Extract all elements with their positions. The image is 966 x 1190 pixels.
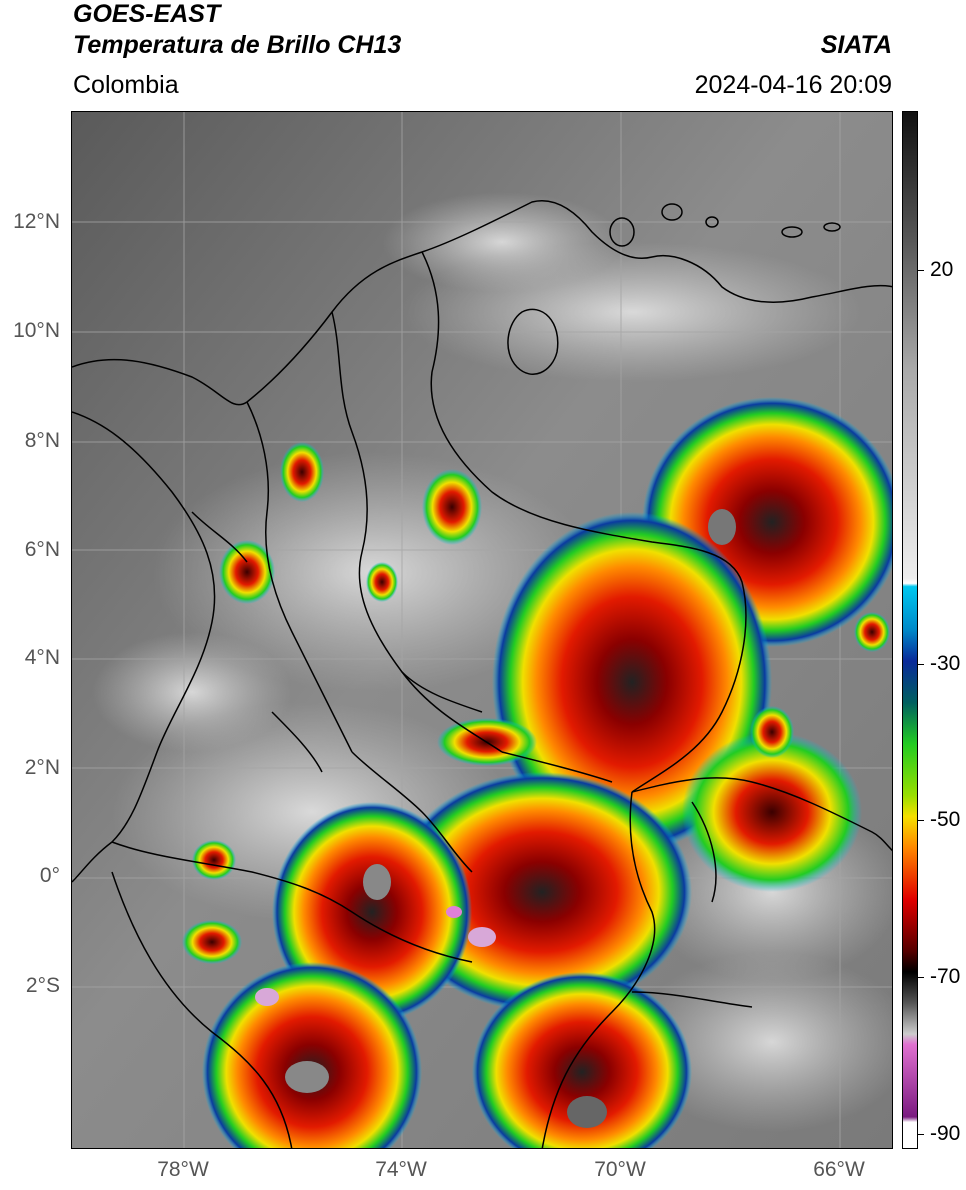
brand-label: SIATA — [820, 31, 892, 59]
lon-tick-74w: 74°W — [375, 1158, 427, 1181]
colorbar-tick — [918, 270, 924, 271]
political-borders — [72, 200, 892, 1148]
colorbar-tick — [918, 977, 924, 978]
lat-tick-2s: 2°S — [25, 974, 60, 997]
colorbar-label-minus70: -70 — [930, 965, 961, 988]
islands — [609, 203, 841, 247]
satellite-title: GOES-EAST — [73, 0, 221, 28]
lat-tick-2n: 2°N — [24, 756, 60, 779]
colorbar-tick — [918, 1134, 924, 1135]
lat-tick-8n: 8°N — [24, 429, 60, 452]
colorbar-label-20: 20 — [930, 258, 954, 281]
lon-tick-78w: 78°W — [157, 1158, 209, 1181]
datetime-label: 2024-04-16 20:09 — [694, 71, 892, 99]
temperature-colorbar — [902, 111, 918, 1149]
colorbar-tick — [918, 664, 924, 665]
lat-tick-12n: 12°N — [13, 210, 60, 233]
satellite-map[interactable] — [71, 111, 893, 1149]
lon-tick-66w: 66°W — [813, 1158, 865, 1181]
colorbar-tick — [918, 820, 924, 821]
map-canvas — [72, 112, 892, 1148]
region-label: Colombia — [73, 71, 179, 99]
lat-tick-6n: 6°N — [24, 538, 60, 561]
colorbar-label-minus50: -50 — [930, 808, 961, 831]
cloud-layer — [92, 192, 892, 1132]
lon-tick-70w: 70°W — [594, 1158, 646, 1181]
colorbar-label-minus90: -90 — [930, 1122, 961, 1145]
lat-tick-10n: 10°N — [13, 319, 60, 342]
product-title: Temperatura de Brillo CH13 — [73, 31, 402, 59]
colorbar-label-minus30: -30 — [930, 652, 961, 675]
lat-tick-4n: 4°N — [24, 646, 60, 669]
lat-tick-0: 0° — [39, 864, 60, 887]
